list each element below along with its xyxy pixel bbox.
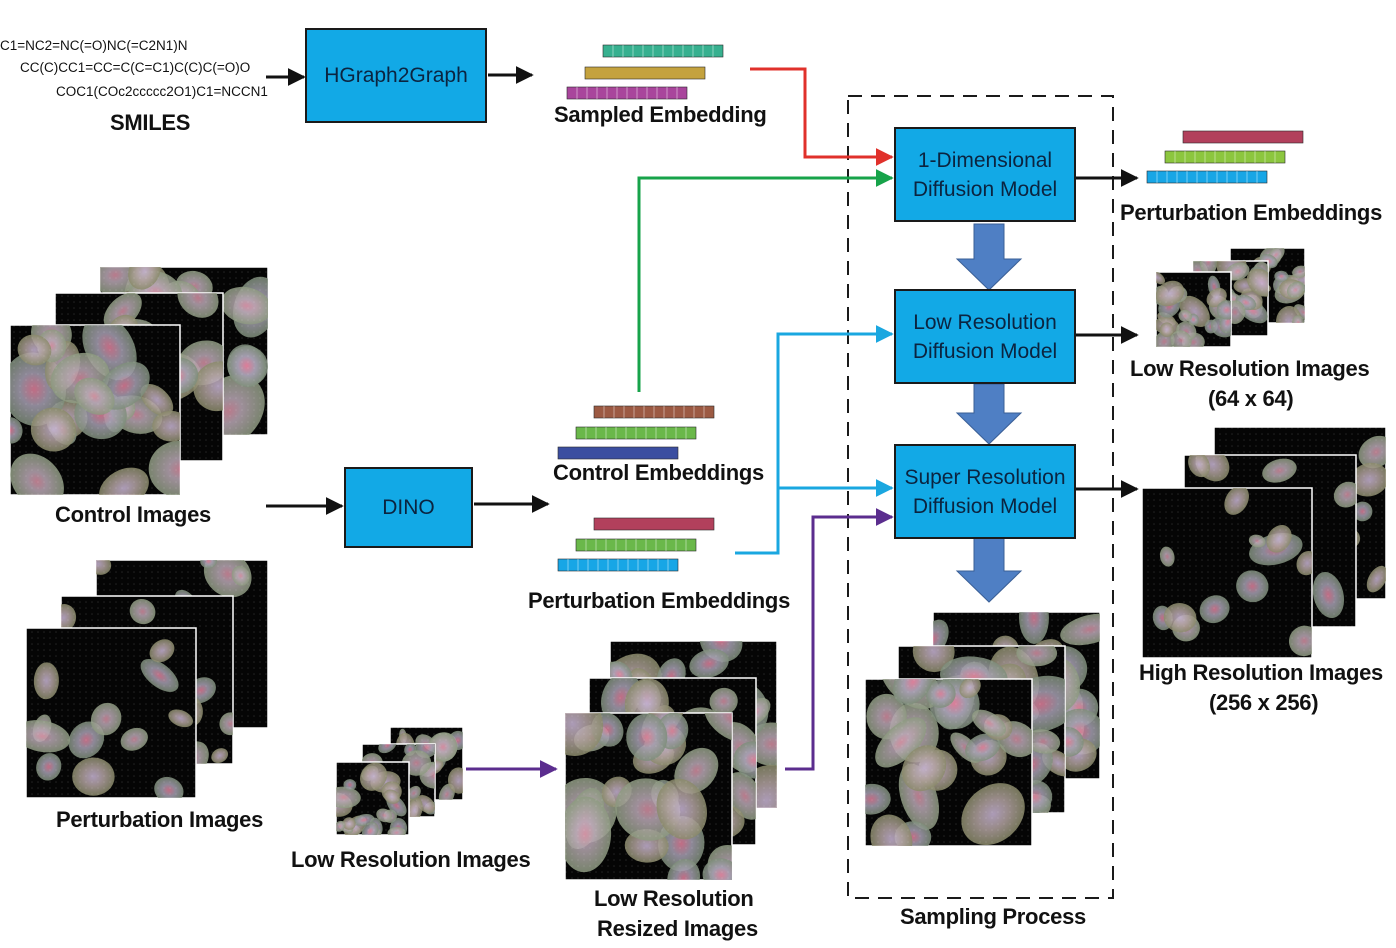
green-flow-line <box>637 169 894 392</box>
embedding-bar <box>1146 170 1268 184</box>
perturbation-embeddings-label: Perturbation Embeddings <box>528 588 791 613</box>
high-res-output-label-line2: (256 x 256) <box>1209 690 1319 715</box>
sampling-process-label: Sampling Process <box>900 904 1086 929</box>
down-arrow-2 <box>955 383 1023 445</box>
low-res-resized-label-line2: Resized Images <box>597 916 758 941</box>
perturbation-embeddings-output-label: Perturbation Embeddings <box>1120 200 1383 225</box>
hgraph2graph-label: HGraph2Graph <box>324 64 468 87</box>
super-res-diffusion-label: Super Resolution Diffusion Model <box>904 465 1066 518</box>
high-res-output-front <box>1141 487 1313 659</box>
low-res-output-label-line2: (64 x 64) <box>1208 386 1294 411</box>
embedding-bar <box>593 405 715 419</box>
high-res-output-label-line1: High Resolution Images <box>1139 660 1383 685</box>
down-arrow-3 <box>955 537 1023 603</box>
low-res-diffusion-label: Low Resolution Diffusion Model <box>912 310 1058 363</box>
super-res-diffusion-block: Super Resolution Diffusion Model <box>894 444 1076 539</box>
sampling-image-front <box>864 678 1033 847</box>
smiles-line-2: CC(C)CC1=CC=C(C=C1)C(C)C(=O)O <box>20 60 251 75</box>
low-res-input-front <box>335 761 410 836</box>
low-res-output-label-line1: Low Resolution Images <box>1130 356 1370 381</box>
low-res-output-front <box>1155 271 1232 348</box>
embedding-bar <box>593 517 715 531</box>
smiles-line-3: COC1(COc2ccccc2O1)C1=NCCN1 <box>56 84 268 99</box>
control-images-label: Control Images <box>55 502 211 527</box>
embedding-bar <box>584 66 706 80</box>
perturbation-images-label: Perturbation Images <box>56 807 264 832</box>
embedding-bar <box>557 558 679 572</box>
perturbation-image-front <box>25 627 197 799</box>
dino-block: DINO <box>344 467 473 548</box>
diffusion-1d-block: 1-Dimensional Diffusion Model <box>894 127 1076 222</box>
down-arrows <box>955 223 1023 603</box>
low-res-resized-label-line1: Low Resolution <box>594 886 754 911</box>
purple-flow-line <box>785 508 894 771</box>
embedding-bar <box>566 86 688 100</box>
embedding-bar <box>1164 150 1286 164</box>
sampled-embedding-label: Sampled Embedding <box>554 102 767 127</box>
control-embeddings-label: Control Embeddings <box>553 460 764 485</box>
embedding-bar <box>1182 130 1304 144</box>
low-res-diffusion-block: Low Resolution Diffusion Model <box>894 289 1076 384</box>
sampling-process-frame <box>847 95 1114 899</box>
blue-flow-line <box>735 325 894 555</box>
smiles-label: SMILES <box>110 110 191 135</box>
diffusion-1d-label: 1-Dimensional Diffusion Model <box>912 148 1058 201</box>
dino-label: DINO <box>382 496 435 519</box>
smiles-line-1: C1=NC2=NC(=O)NC(=C2N1)N <box>0 38 188 53</box>
red-flow-line <box>750 67 894 166</box>
embedding-bar <box>575 426 697 440</box>
black-arrows <box>266 66 1139 515</box>
resized-image-front <box>564 712 733 881</box>
down-arrow-1 <box>955 223 1023 291</box>
embedding-bar <box>557 446 679 460</box>
embedding-bar <box>575 538 697 552</box>
hgraph2graph-block: HGraph2Graph <box>305 28 487 123</box>
image-stacks <box>9 247 1387 881</box>
low-res-images-input-label: Low Resolution Images <box>291 847 531 872</box>
embedding-bar <box>602 44 724 58</box>
embedding-bars <box>557 44 1304 572</box>
control-image-front <box>9 324 181 496</box>
